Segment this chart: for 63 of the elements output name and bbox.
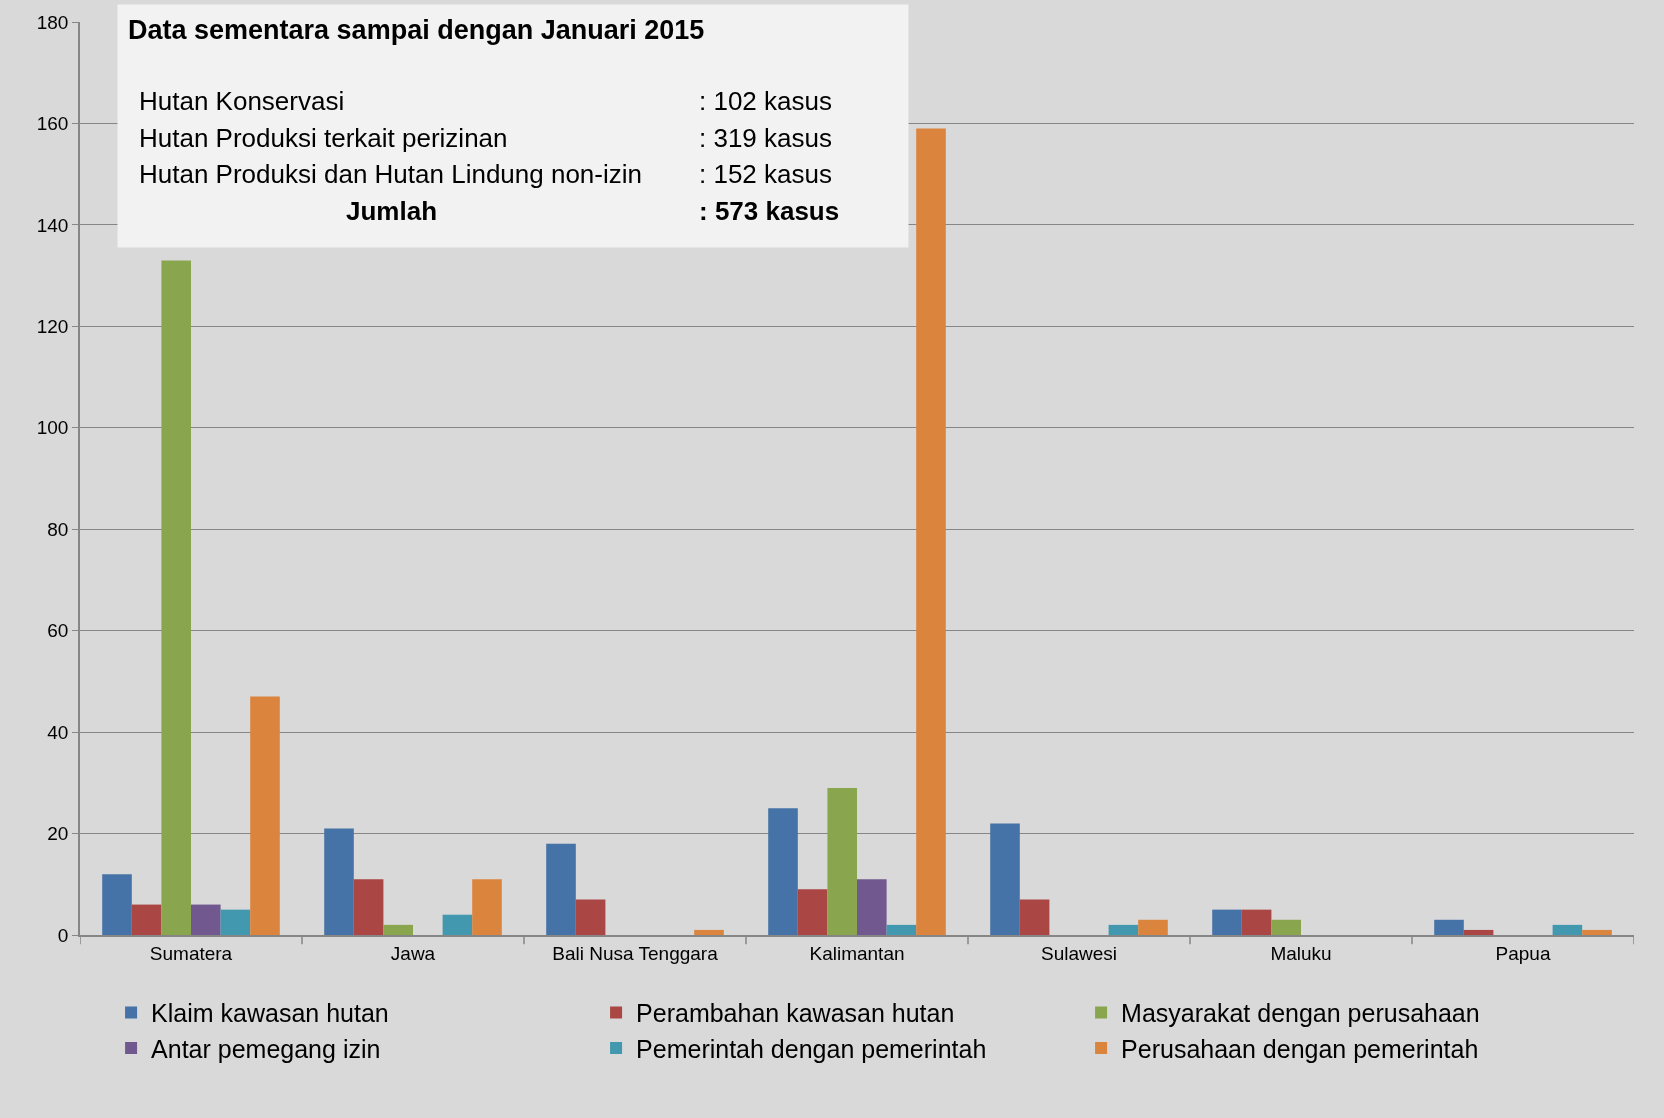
y-tick-label: 40: [47, 721, 69, 743]
legend-label: Masyarakat dengan perusahaan: [1121, 999, 1480, 1028]
bar: [857, 879, 887, 935]
bar: [1241, 909, 1272, 935]
bar: [886, 924, 917, 935]
annotation: Hutan Produksi dan Hutan Lindung non-izin: [139, 159, 643, 189]
annotation: Data sementara sampai dengan Januari 2015: [128, 15, 705, 45]
x-tick-label: Papua: [1495, 942, 1551, 964]
annotation: : 573 kasus: [699, 196, 840, 226]
legend-label: Perambahan kawasan hutan: [636, 999, 955, 1028]
bar: [916, 128, 946, 935]
legend-label: Pemerintah dengan pemerintah: [636, 1034, 987, 1063]
annotation: Hutan Konservasi: [139, 86, 345, 116]
bar: [1212, 909, 1242, 935]
bar: [1108, 924, 1139, 935]
bar: [442, 914, 473, 935]
bar: [797, 889, 828, 935]
bar: [546, 843, 576, 935]
bar: [1552, 924, 1583, 935]
y-tick-label: 180: [36, 11, 69, 33]
y-tick-label: 80: [47, 518, 69, 540]
bar: [1138, 919, 1168, 935]
bar: [694, 929, 724, 935]
y-tick-label: 60: [47, 620, 69, 642]
y-tick-label: 160: [36, 113, 69, 135]
bar: [1019, 899, 1050, 935]
bar: [827, 787, 857, 935]
bar: [324, 828, 354, 935]
annotation: : 319 kasus: [699, 123, 832, 153]
legend-label: Perusahaan dengan pemerintah: [1121, 1034, 1479, 1063]
bar: [1463, 929, 1494, 935]
bar: [472, 879, 502, 935]
x-tick-label: Maluku: [1270, 942, 1332, 964]
bar: [1434, 919, 1464, 935]
y-tick-label: 0: [57, 924, 69, 946]
bar: [102, 874, 132, 935]
x-tick-label: Bali Nusa Tenggara: [552, 942, 719, 964]
legend-label: Klaim kawasan hutan: [151, 999, 389, 1028]
annotation: : 102 kasus: [699, 86, 832, 116]
y-tick-label: 20: [47, 823, 69, 845]
bar: [131, 904, 162, 935]
bar: [220, 909, 251, 935]
bar: [250, 696, 280, 935]
bar: [1271, 919, 1301, 935]
x-tick-label: Sumatera: [149, 942, 233, 964]
bar: [768, 808, 798, 935]
annotation: : 152 kasus: [699, 159, 832, 189]
annotation: Hutan Produksi terkait perizinan: [139, 123, 508, 153]
x-tick-label: Sulawesi: [1040, 942, 1118, 964]
y-tick-label: 120: [36, 315, 69, 337]
bar: [1582, 929, 1612, 935]
x-tick-label: Kalimantan: [809, 942, 905, 964]
bar: [990, 823, 1020, 935]
bar: [191, 904, 221, 935]
y-tick-label: 140: [36, 214, 69, 236]
bar: [161, 260, 191, 935]
bar: [353, 879, 384, 935]
x-tick-label: Jawa: [390, 942, 436, 964]
annotation: Jumlah: [346, 196, 438, 226]
y-tick-label: 100: [36, 417, 69, 439]
bar: [383, 924, 413, 935]
legend-label: Antar pemegang izin: [151, 1034, 381, 1063]
bar: [575, 899, 606, 935]
